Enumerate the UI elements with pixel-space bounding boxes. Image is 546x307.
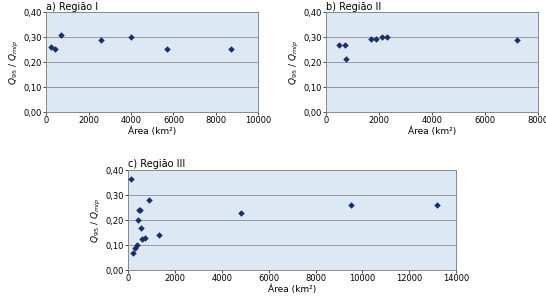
X-axis label: Área (km²): Área (km²) [408, 127, 456, 136]
Point [132, 243, 141, 248]
Text: c) Região III: c) Região III [128, 159, 186, 169]
Point [126, 177, 135, 181]
Point [227, 46, 235, 51]
Point [512, 37, 521, 42]
Text: b) Região II: b) Região II [326, 2, 381, 11]
Point [372, 36, 381, 41]
Point [129, 250, 138, 255]
Point [140, 235, 149, 240]
Point [135, 208, 144, 213]
Point [341, 56, 350, 61]
Point [137, 225, 146, 230]
X-axis label: Área (km²): Área (km²) [268, 285, 316, 294]
Y-axis label: $Q_{95}$ / $Q_{mlp}$: $Q_{95}$ / $Q_{mlp}$ [90, 198, 103, 243]
Point [335, 42, 343, 47]
Point [433, 203, 442, 208]
Point [46, 45, 55, 50]
Point [163, 46, 171, 51]
Y-axis label: $Q_{95}$ / $Q_{mlp}$: $Q_{95}$ / $Q_{mlp}$ [287, 40, 300, 85]
Point [57, 32, 66, 37]
Point [340, 42, 349, 47]
Text: a) Região I: a) Região I [46, 2, 98, 11]
Point [133, 218, 142, 223]
Point [236, 210, 245, 215]
X-axis label: Área (km²): Área (km²) [128, 127, 176, 136]
Point [131, 245, 140, 250]
Point [51, 46, 60, 51]
Point [97, 37, 106, 42]
Point [138, 236, 147, 241]
Point [383, 35, 391, 40]
Point [346, 203, 355, 208]
Point [155, 233, 163, 238]
Point [377, 35, 386, 40]
Point [367, 36, 376, 41]
Point [134, 208, 143, 213]
Point [145, 198, 154, 203]
Point [127, 35, 135, 40]
Y-axis label: $Q_{95}$ / $Q_{mlp}$: $Q_{95}$ / $Q_{mlp}$ [8, 40, 21, 85]
